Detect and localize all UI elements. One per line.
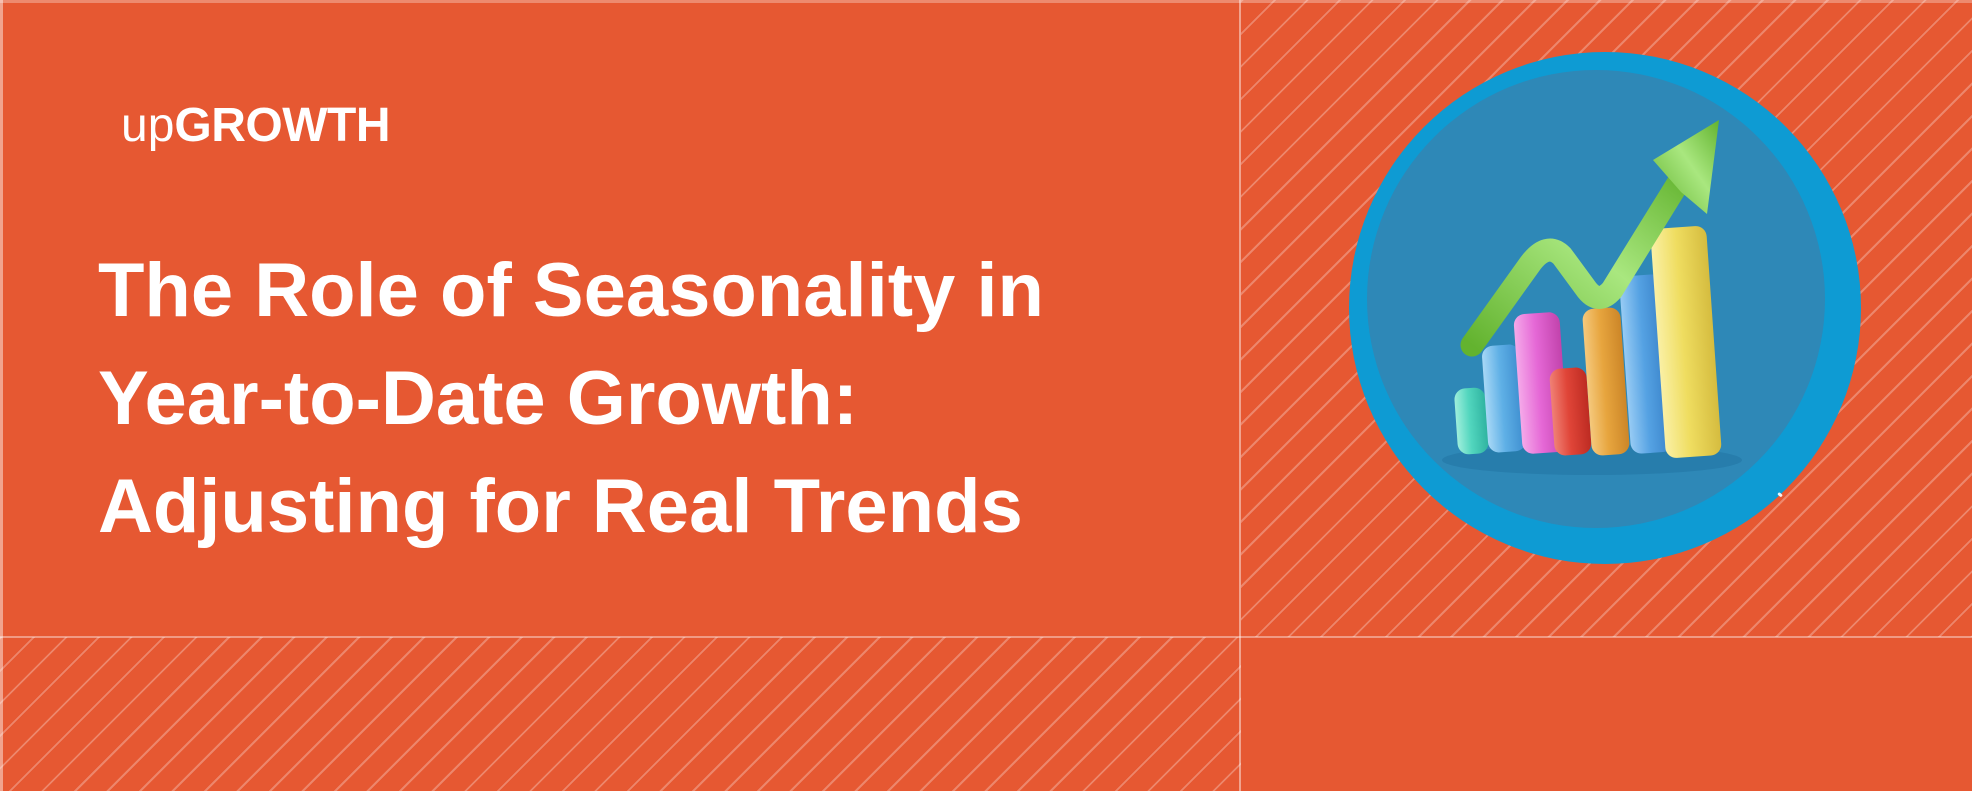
growth-arrow-shaft xyxy=(1460,160,1697,357)
growth-chart-svg xyxy=(1349,52,1861,564)
bar-yellow xyxy=(1650,226,1722,458)
bar-sky xyxy=(1482,344,1526,453)
hatch-pattern-bottom-left xyxy=(0,637,1241,791)
page-title: The Role of Seasonality in Year-to-Date … xyxy=(98,237,1218,561)
vertical-divider xyxy=(1239,0,1241,791)
title-line-1: The Role of Seasonality in xyxy=(98,248,1044,333)
logo-suffix: GROWTH xyxy=(174,99,391,152)
card-edge-top xyxy=(0,0,1972,3)
render-speck xyxy=(1777,492,1783,497)
upgrowth-logo: upGROWTH xyxy=(121,99,391,152)
horizontal-divider xyxy=(0,636,1972,638)
bar-mint xyxy=(1454,387,1489,455)
growth-arrow-head xyxy=(1653,120,1719,214)
bar-chart-bars xyxy=(1454,226,1722,458)
logo-prefix: up xyxy=(121,99,175,152)
title-line-3: Adjusting for Real Trends xyxy=(98,464,1023,549)
growth-chart-illustration xyxy=(1347,50,1863,566)
bar-red xyxy=(1549,367,1592,456)
card-edge-left xyxy=(0,0,3,791)
bar-amber xyxy=(1582,307,1630,456)
title-line-2: Year-to-Date Growth: xyxy=(98,356,859,441)
